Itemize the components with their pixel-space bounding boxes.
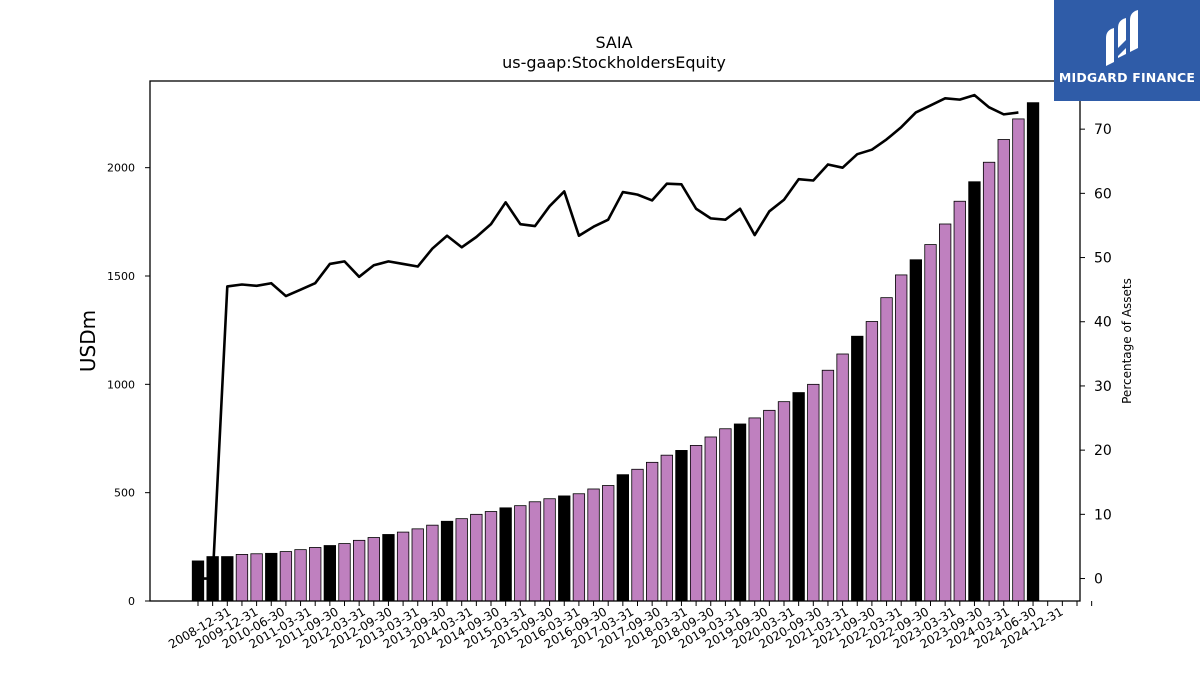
y2-tick-label: 10 bbox=[1094, 507, 1112, 523]
midgard-logo-icon bbox=[1106, 10, 1138, 66]
y-tick-label: 1000 bbox=[107, 378, 135, 391]
bar-2011-06-30 bbox=[294, 549, 307, 602]
bar-2018-03-31 bbox=[689, 445, 703, 602]
bar-2010-03-31 bbox=[221, 556, 234, 602]
plot-frame bbox=[149, 80, 1081, 602]
axes: 0 500 1000 1500 2000 0 10 20 30 40 50 60 70 bbox=[107, 80, 1112, 608]
bar-2016-09-30 bbox=[602, 485, 615, 602]
bar-2017-12-31 bbox=[675, 450, 688, 602]
bar-2018-12-31 bbox=[733, 423, 747, 602]
bar-2012-03-31 bbox=[338, 543, 351, 602]
chart-subtitle: us-gaap:StockholdersEquity bbox=[502, 53, 726, 72]
bar-2017-03-31 bbox=[631, 468, 644, 602]
bar-2019-06-30 bbox=[763, 409, 776, 602]
line-layer bbox=[198, 93, 1019, 580]
bar-2011-03-31 bbox=[279, 551, 293, 602]
bar-2016-12-31 bbox=[616, 474, 629, 602]
bar-2015-06-30 bbox=[528, 501, 542, 602]
y-tick-label: 0 bbox=[128, 595, 135, 608]
y2-axis-label: Percentage of Assets bbox=[1120, 278, 1134, 404]
bar-2010-12-31 bbox=[265, 552, 278, 602]
x-axis-ticks: 2008-12-312009-12-312010-06-302011-03-31… bbox=[166, 601, 1093, 651]
y-tick-label: 2000 bbox=[107, 162, 135, 175]
bar-2021-12-31 bbox=[909, 259, 922, 602]
bar-2023-03-31 bbox=[982, 161, 996, 602]
bar-2023-06-30 bbox=[997, 139, 1010, 602]
brand-name: MIDGARD FINANCE bbox=[1058, 70, 1196, 85]
bar-2016-03-31 bbox=[572, 493, 586, 602]
bar-2023-09-30 bbox=[1012, 118, 1025, 602]
bar-2019-03-31 bbox=[748, 417, 761, 602]
y-tick-label: 500 bbox=[114, 487, 135, 500]
bar-2018-06-30 bbox=[704, 436, 717, 602]
bar-2013-09-30 bbox=[426, 524, 439, 602]
bar-2020-12-31 bbox=[851, 335, 864, 602]
bar-2013-06-30 bbox=[411, 528, 424, 602]
y-tick-label: 1500 bbox=[107, 270, 135, 283]
bar-2010-09-30 bbox=[250, 553, 263, 602]
bar-2019-09-30 bbox=[777, 401, 791, 602]
bar-2022-06-30 bbox=[939, 223, 952, 602]
bar-2014-12-31 bbox=[499, 507, 512, 602]
bar-2012-06-30 bbox=[352, 539, 366, 602]
bar-2016-06-30 bbox=[587, 488, 600, 602]
y2-tick-label: 60 bbox=[1094, 186, 1112, 202]
bar-2015-03-31 bbox=[514, 505, 527, 602]
bar-2023-12-31 bbox=[1026, 102, 1040, 602]
bar-2018-09-30 bbox=[719, 428, 732, 602]
bar-2013-03-31 bbox=[396, 531, 410, 602]
bar-2013-12-31 bbox=[440, 520, 454, 602]
y2-tick-label: 20 bbox=[1094, 443, 1112, 459]
bar-2020-03-31 bbox=[807, 383, 820, 602]
bar-2017-09-30 bbox=[660, 454, 673, 602]
bar-2022-09-30 bbox=[953, 200, 966, 602]
y2-tick-label: 70 bbox=[1094, 122, 1112, 138]
y-axis-label: USDm bbox=[76, 310, 100, 372]
bar-2015-09-30 bbox=[543, 498, 556, 602]
pct-assets-line bbox=[198, 93, 1019, 580]
bar-2017-06-30 bbox=[646, 461, 659, 602]
bar-2022-03-31 bbox=[924, 244, 937, 602]
bar-2021-09-30 bbox=[895, 274, 908, 602]
bar-2011-09-30 bbox=[309, 547, 322, 602]
bar-2021-03-31 bbox=[865, 321, 879, 602]
bar-2015-12-31 bbox=[558, 495, 571, 602]
y2-tick-label: 40 bbox=[1094, 315, 1112, 331]
brand-logo: MIDGARD FINANCE bbox=[1054, 0, 1200, 101]
bar-2014-09-30 bbox=[484, 511, 498, 602]
bar-2020-06-30 bbox=[821, 369, 835, 602]
y2-tick-label: 0 bbox=[1094, 572, 1103, 588]
bar-2019-12-31 bbox=[792, 392, 805, 602]
bar-2011-12-31 bbox=[323, 545, 337, 602]
bar-2014-03-31 bbox=[455, 518, 468, 602]
chart-title: SAIA bbox=[595, 33, 632, 52]
bar-2021-06-30 bbox=[880, 297, 893, 602]
bar-2014-06-30 bbox=[470, 513, 483, 602]
bar-group bbox=[191, 102, 1040, 602]
bar-2012-09-30 bbox=[367, 537, 380, 602]
bar-2010-06-30 bbox=[235, 554, 249, 602]
bar-2020-09-30 bbox=[836, 353, 849, 602]
bar-2022-12-31 bbox=[968, 181, 981, 602]
y2-tick-label: 30 bbox=[1094, 379, 1112, 395]
bar-2008-12-31 bbox=[191, 560, 205, 602]
bar-2012-12-31 bbox=[382, 534, 395, 602]
y2-tick-label: 50 bbox=[1094, 251, 1112, 267]
